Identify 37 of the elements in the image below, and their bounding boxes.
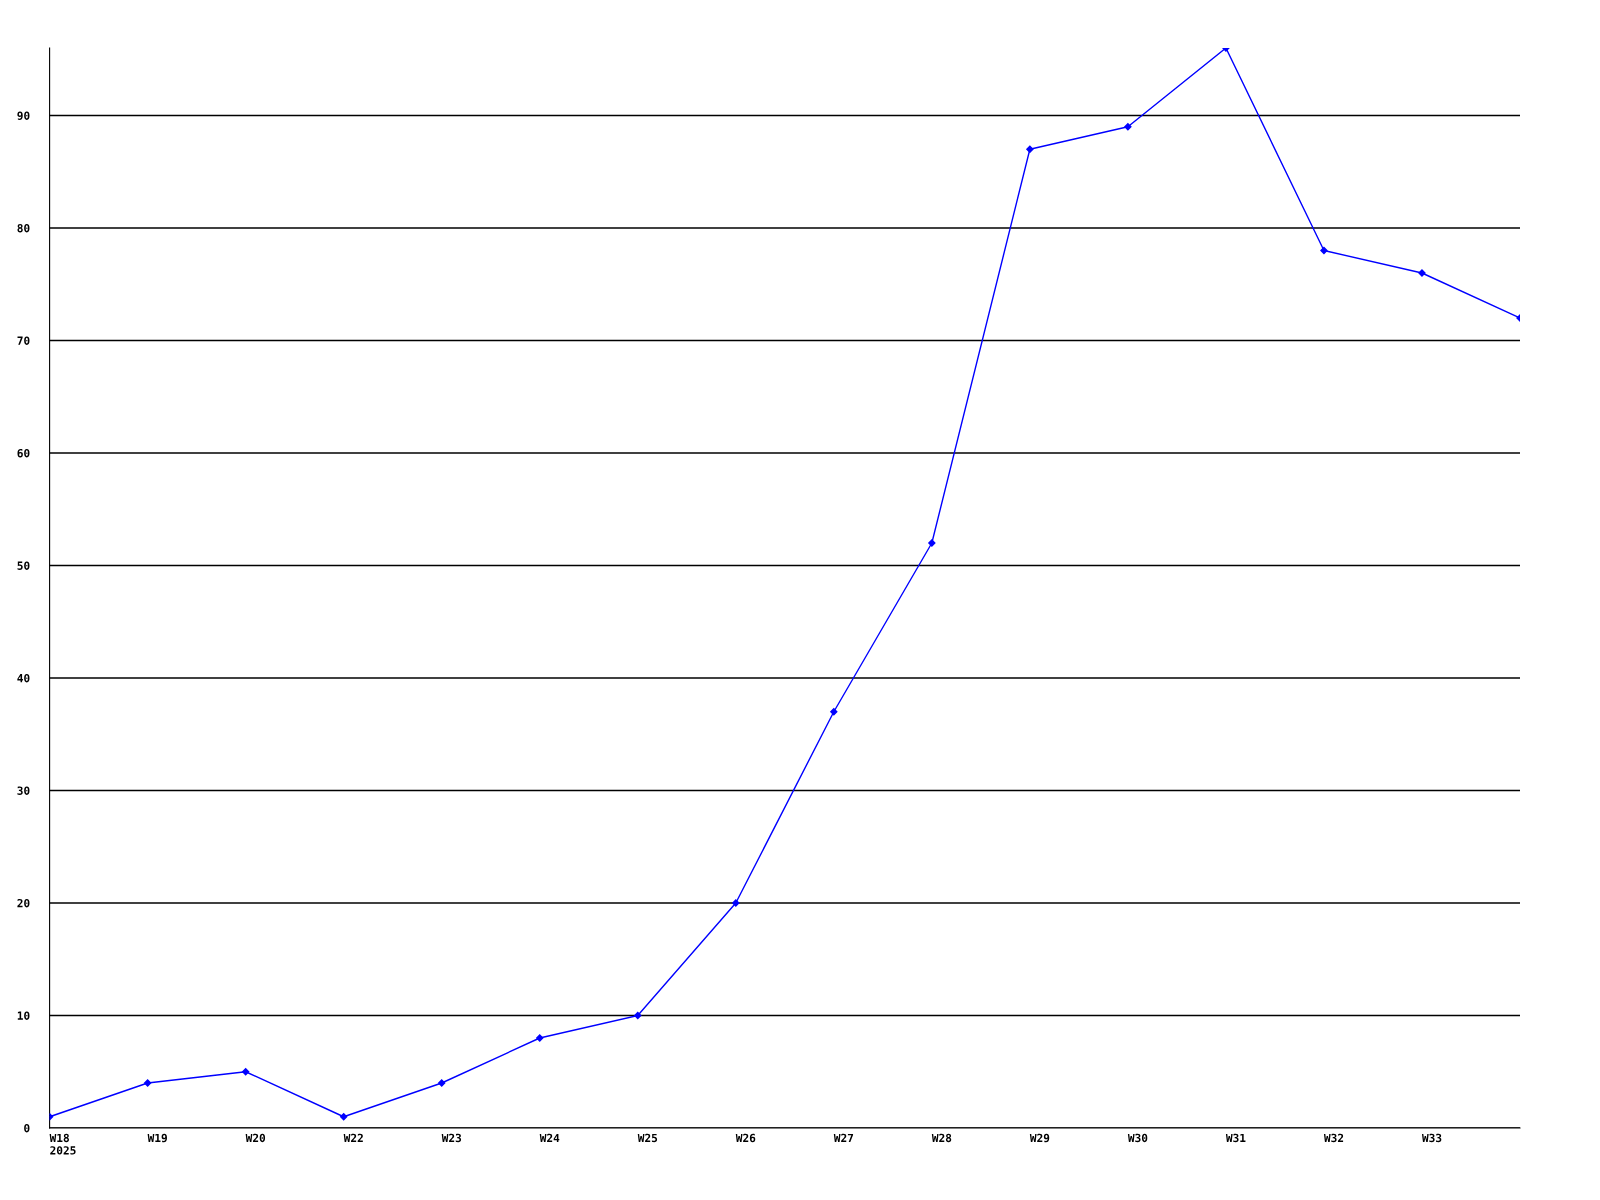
- y-tick-label: 0: [24, 1123, 30, 1133]
- x-tick-label: W26: [735, 1133, 756, 1143]
- x-tick-label: W33: [1421, 1133, 1442, 1143]
- point: [143, 1079, 152, 1087]
- x-tick-label: W18 2025: [49, 1133, 76, 1155]
- x-tick-label: W30: [1127, 1133, 1148, 1143]
- x-tick-label: W31: [1225, 1133, 1246, 1143]
- point: [732, 899, 740, 907]
- y-tick-label: 50: [17, 561, 30, 570]
- point: [438, 1079, 446, 1087]
- y-tick-label: 10: [17, 1011, 30, 1020]
- x-tick-label: W28: [931, 1133, 952, 1143]
- y-tick-label: 60: [17, 448, 30, 458]
- point: [536, 1034, 544, 1042]
- point: [1320, 246, 1328, 255]
- point: [634, 1011, 642, 1020]
- x-tick-label: W22: [343, 1133, 363, 1142]
- point: [928, 539, 936, 547]
- point: [830, 708, 838, 716]
- x-tick-label: W27: [833, 1133, 854, 1142]
- point: [340, 1113, 348, 1121]
- x-tick-label: W25: [637, 1133, 658, 1143]
- y-tick-label: 30: [17, 786, 30, 795]
- x-tick-label: W29: [1029, 1133, 1050, 1143]
- x-tick-label: W32: [1323, 1133, 1344, 1143]
- x-tick-label: W24: [539, 1133, 560, 1142]
- x-tick-label: W23: [441, 1133, 462, 1143]
- x-tick-label: W20: [245, 1133, 266, 1143]
- y-tick-label: 70: [17, 336, 30, 345]
- y-tick-label: 40: [17, 673, 30, 683]
- y-tick-label: 80: [17, 223, 30, 233]
- point: [1026, 145, 1034, 153]
- point: [242, 1068, 250, 1076]
- point: [1124, 123, 1132, 131]
- y-tick-label: 90: [17, 111, 30, 120]
- x-tick-label: W19: [147, 1133, 167, 1143]
- y-tick-label: 20: [17, 898, 30, 908]
